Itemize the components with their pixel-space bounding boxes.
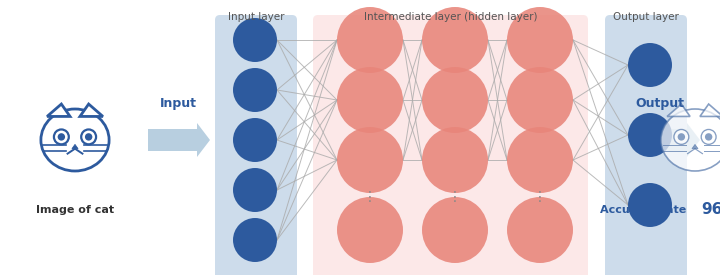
Circle shape — [81, 130, 96, 144]
FancyBboxPatch shape — [313, 15, 588, 275]
Circle shape — [628, 43, 672, 87]
FancyArrow shape — [640, 123, 700, 157]
Circle shape — [337, 197, 403, 263]
FancyArrow shape — [148, 123, 210, 157]
Circle shape — [85, 133, 92, 141]
Circle shape — [507, 197, 573, 263]
Circle shape — [233, 168, 277, 212]
Text: ⋮: ⋮ — [533, 190, 547, 204]
Circle shape — [58, 133, 65, 141]
Circle shape — [507, 7, 573, 73]
Circle shape — [507, 67, 573, 133]
Polygon shape — [72, 144, 78, 149]
FancyBboxPatch shape — [605, 15, 687, 275]
Text: Accuracy rate: Accuracy rate — [600, 205, 690, 215]
Polygon shape — [47, 104, 70, 116]
Circle shape — [233, 118, 277, 162]
Circle shape — [674, 130, 689, 144]
Polygon shape — [692, 144, 698, 149]
Circle shape — [422, 7, 488, 73]
Circle shape — [422, 127, 488, 193]
Text: Input: Input — [160, 97, 197, 109]
Polygon shape — [700, 104, 720, 116]
Text: ⋮: ⋮ — [448, 190, 462, 204]
Ellipse shape — [41, 109, 109, 171]
Circle shape — [422, 197, 488, 263]
Circle shape — [337, 127, 403, 193]
Polygon shape — [80, 104, 103, 116]
Circle shape — [678, 133, 685, 141]
Circle shape — [628, 113, 672, 157]
Text: Output: Output — [636, 97, 685, 109]
Circle shape — [422, 67, 488, 133]
Polygon shape — [667, 104, 690, 116]
Circle shape — [337, 67, 403, 133]
Text: Output layer: Output layer — [613, 12, 679, 22]
Circle shape — [233, 68, 277, 112]
Circle shape — [705, 133, 712, 141]
FancyBboxPatch shape — [215, 15, 297, 275]
Circle shape — [233, 18, 277, 62]
Circle shape — [628, 183, 672, 227]
Text: 96: 96 — [701, 202, 720, 218]
Circle shape — [701, 130, 716, 144]
Text: Image of cat: Image of cat — [36, 205, 114, 215]
Circle shape — [54, 130, 69, 144]
Circle shape — [233, 218, 277, 262]
Text: ⋮: ⋮ — [363, 190, 377, 204]
Circle shape — [507, 127, 573, 193]
Text: Input layer: Input layer — [228, 12, 284, 22]
Circle shape — [337, 7, 403, 73]
Ellipse shape — [661, 109, 720, 171]
Text: Intermediate layer (hidden layer): Intermediate layer (hidden layer) — [364, 12, 537, 22]
